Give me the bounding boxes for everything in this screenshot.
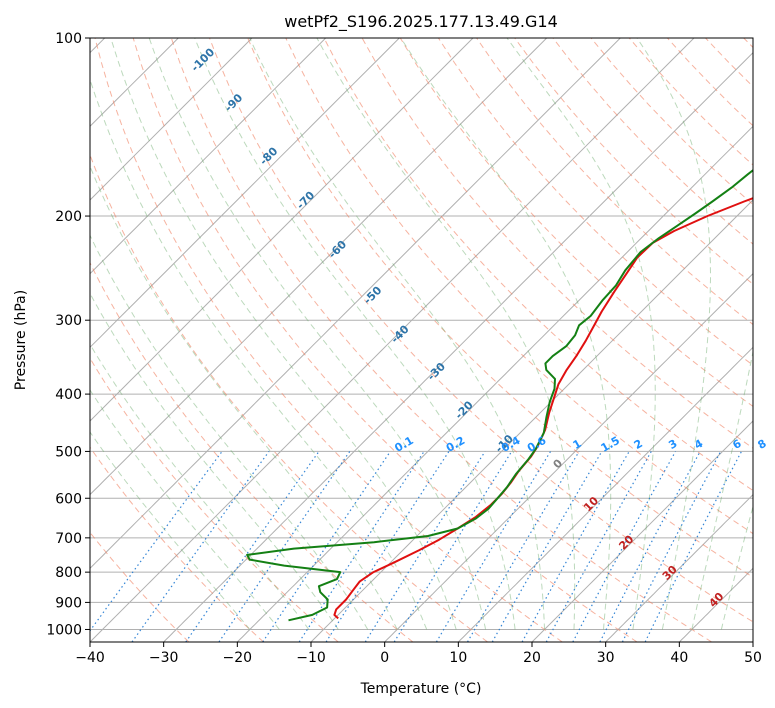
isotherm-line bbox=[457, 346, 753, 642]
mixing-ratio-line bbox=[131, 451, 270, 642]
moist-adiabat-line bbox=[90, 77, 428, 630]
x-axis-title: Temperature (°C) bbox=[360, 681, 482, 697]
dewpoint-profile bbox=[246, 169, 753, 622]
moist-adiabat-line bbox=[249, 38, 545, 630]
mixing-ratio-line bbox=[298, 451, 425, 642]
isotherm-line bbox=[678, 567, 753, 642]
mixing-ratio-line bbox=[572, 451, 677, 642]
isotherm-line bbox=[90, 38, 621, 570]
moist-adiabat-line bbox=[506, 38, 656, 630]
axis-ticks: −40 −30 −20 −10 0 10 20 30 40 50 1000 900 800 700 600 5… bbox=[46, 31, 762, 666]
mixing-ratio-line bbox=[185, 451, 320, 642]
y-tick-label: 600 bbox=[55, 491, 82, 507]
x-tick-label: 50 bbox=[744, 650, 762, 666]
y-tick-label: 300 bbox=[55, 313, 82, 329]
dry-adiabat-line bbox=[132, 38, 638, 642]
x-tick-label: −30 bbox=[149, 650, 179, 666]
mixing-ratio-line bbox=[644, 451, 743, 642]
dry-adiabat-line bbox=[209, 38, 753, 623]
dry-adiabat-line bbox=[247, 38, 753, 578]
isotherm-line bbox=[605, 493, 753, 642]
dry-adiabat-line bbox=[514, 38, 753, 285]
moist-adiabat-line bbox=[691, 349, 753, 630]
dry-adiabat-line bbox=[170, 38, 712, 642]
y-tick-label: 100 bbox=[55, 31, 82, 47]
mixing-ratio-line bbox=[364, 451, 486, 642]
x-tick-label: 10 bbox=[449, 650, 467, 666]
y-tick-label: 800 bbox=[55, 565, 82, 581]
isotherm-line bbox=[236, 125, 753, 642]
isotherm-line bbox=[90, 38, 400, 349]
y-tick-label: 1000 bbox=[46, 622, 82, 638]
chart-title: wetPf2_S196.2025.177.13.49.G14 bbox=[284, 12, 558, 32]
profiles bbox=[246, 169, 753, 622]
y-axis-title: Pressure (hPa) bbox=[13, 290, 29, 390]
x-tick-label: 30 bbox=[597, 650, 615, 666]
y-tick-label: 700 bbox=[55, 531, 82, 547]
isotherm-line bbox=[163, 51, 753, 642]
moist-adiabat-line bbox=[316, 38, 576, 630]
moist-adiabat-line bbox=[90, 234, 369, 630]
y-tick-label: 900 bbox=[55, 595, 82, 611]
dry-adiabat-line bbox=[323, 38, 753, 492]
x-tick-label: 20 bbox=[523, 650, 541, 666]
moist-adiabat-line bbox=[90, 389, 280, 630]
moist-adiabat-line bbox=[194, 38, 516, 630]
y-tick-label: 500 bbox=[55, 444, 82, 460]
isotherm-line bbox=[531, 420, 753, 642]
y-tick-label: 400 bbox=[55, 387, 82, 403]
moist-adiabat-line bbox=[90, 292, 339, 630]
background-lines bbox=[90, 38, 753, 642]
x-tick-label: −40 bbox=[75, 650, 105, 666]
moist-adiabat-line bbox=[148, 38, 487, 630]
moist-adiabat-line bbox=[90, 343, 310, 630]
x-tick-label: 40 bbox=[670, 650, 688, 666]
isotherm-line bbox=[90, 38, 548, 496]
isotherm-line bbox=[90, 38, 474, 422]
moist-adiabat-line bbox=[720, 504, 753, 630]
mixing-ratio-line bbox=[466, 451, 580, 642]
dry-adiabat-line bbox=[90, 446, 264, 642]
x-tick-label: −10 bbox=[296, 650, 326, 666]
mixing-ratio-line bbox=[218, 451, 351, 642]
isotherm-line bbox=[90, 38, 695, 642]
isotherm-line bbox=[384, 272, 753, 642]
dry-adiabat-line bbox=[90, 261, 414, 642]
moist-adiabat-line bbox=[90, 431, 251, 630]
temperature-profile bbox=[333, 197, 753, 620]
moist-adiabat-line bbox=[400, 38, 612, 630]
moist-adiabat-line bbox=[636, 38, 711, 630]
mixing-ratio-line bbox=[545, 451, 652, 642]
y-tick-label: 200 bbox=[55, 209, 82, 225]
mixing-ratio-line bbox=[393, 451, 513, 642]
plot-frame bbox=[89, 37, 754, 643]
moist-adiabat-line bbox=[110, 38, 457, 630]
mixing-ratio-line bbox=[325, 451, 450, 642]
dry-adiabat-line bbox=[94, 38, 563, 642]
mixing-ratio-line bbox=[435, 451, 552, 642]
dry-adiabat-line bbox=[476, 38, 753, 326]
mixing-ratio-line bbox=[262, 451, 391, 642]
dry-adiabat-line bbox=[285, 38, 753, 535]
x-tick-label: −20 bbox=[223, 650, 253, 666]
x-tick-label: 0 bbox=[380, 650, 389, 666]
